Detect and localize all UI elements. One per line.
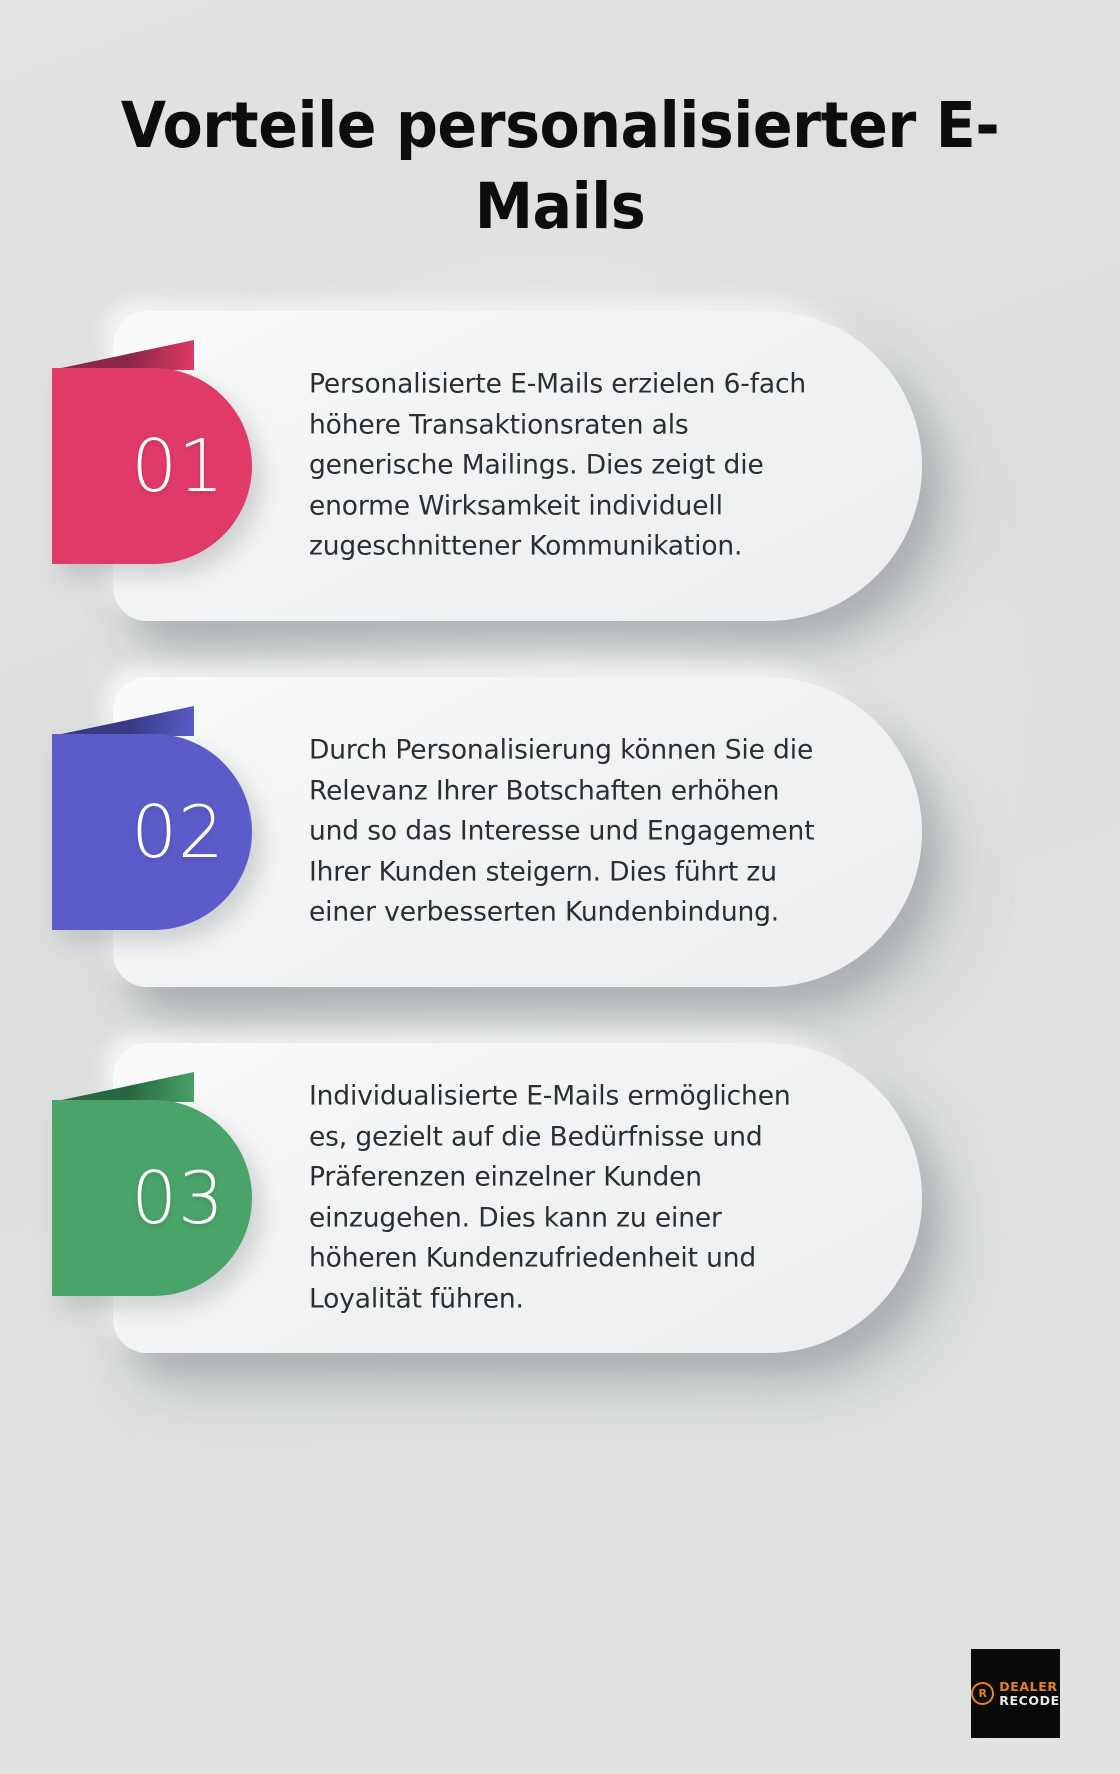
benefits-list: Personalisierte E-Mails erzielen 6-fach … xyxy=(0,311,1120,1409)
logo-wordmark: DEALER RECODE xyxy=(999,1680,1059,1707)
benefit-number-badge: 02 xyxy=(52,734,252,930)
benefit-number-badge: 01 xyxy=(52,368,252,564)
benefit-description: Individualisierte E-Mails ermöglichen es… xyxy=(309,1080,791,1315)
circled-r-icon: R xyxy=(971,1682,995,1705)
benefit-number-badge-group: 01 xyxy=(52,340,252,564)
benefit-number-label: 02 xyxy=(131,790,225,874)
benefit-number-badge: 03 xyxy=(52,1100,252,1296)
benefit-number-label: 01 xyxy=(131,424,225,508)
benefit-card: Personalisierte E-Mails erzielen 6-fach … xyxy=(113,311,922,621)
list-item: Personalisierte E-Mails erzielen 6-fach … xyxy=(0,311,1120,621)
logo-line-1: DEALER xyxy=(999,1679,1058,1694)
benefit-number-badge-group: 02 xyxy=(52,706,252,930)
page-title-container: Vorteile personalisierter E-Mails xyxy=(70,86,1050,247)
benefit-number-badge-group: 03 xyxy=(52,1072,252,1296)
benefit-description: Personalisierte E-Mails erzielen 6-fach … xyxy=(309,368,807,562)
brand-logo: R DEALER RECODE xyxy=(971,1649,1060,1738)
benefit-description: Durch Personalisierung können Sie die Re… xyxy=(309,734,815,928)
list-item: Durch Personalisierung können Sie die Re… xyxy=(0,677,1120,987)
page-title: Vorteile personalisierter E-Mails xyxy=(120,89,1000,243)
list-item: Individualisierte E-Mails ermöglichen es… xyxy=(0,1043,1120,1353)
logo-line-2: RECODE xyxy=(999,1692,1060,1708)
logo-mark-letter: R xyxy=(978,1687,987,1700)
logo-inner: R DEALER RECODE xyxy=(971,1680,1059,1707)
benefit-number-label: 03 xyxy=(131,1156,225,1240)
